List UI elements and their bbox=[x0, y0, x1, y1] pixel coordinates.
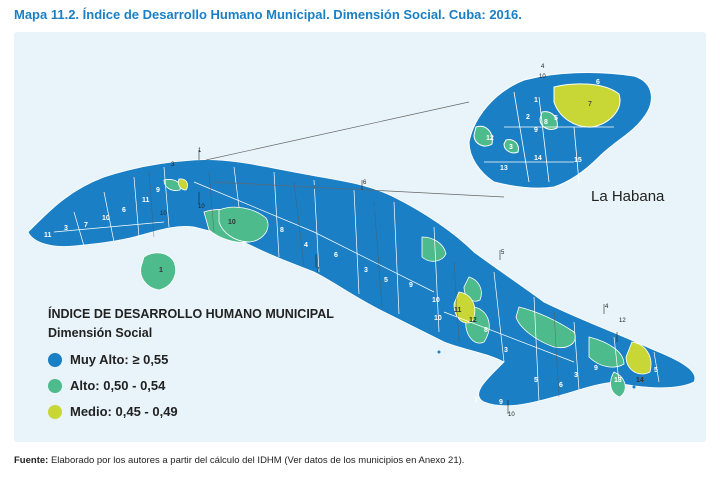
legend-dot-medio bbox=[48, 404, 62, 419]
svg-text:10: 10 bbox=[432, 297, 440, 304]
svg-text:14: 14 bbox=[636, 377, 644, 384]
legend-item-muy-alto: Muy Alto: ≥ 0,55 bbox=[48, 352, 168, 367]
svg-text:5: 5 bbox=[384, 277, 388, 284]
svg-text:13: 13 bbox=[614, 377, 622, 384]
svg-text:6: 6 bbox=[363, 180, 367, 186]
svg-text:12: 12 bbox=[619, 318, 626, 324]
svg-text:4: 4 bbox=[605, 304, 609, 310]
legend-label: Muy Alto: ≥ 0,55 bbox=[70, 352, 169, 367]
region-alto-2 bbox=[421, 236, 447, 262]
svg-text:10: 10 bbox=[508, 412, 515, 418]
source-label: Fuente: bbox=[14, 455, 49, 466]
havana-alto-12 bbox=[473, 125, 493, 147]
svg-text:9: 9 bbox=[534, 127, 538, 134]
svg-text:8: 8 bbox=[280, 227, 284, 234]
svg-text:5: 5 bbox=[554, 115, 558, 122]
cays bbox=[312, 185, 636, 389]
svg-text:9: 9 bbox=[499, 399, 503, 406]
svg-text:3: 3 bbox=[364, 267, 368, 274]
svg-text:15: 15 bbox=[574, 157, 582, 164]
svg-text:7: 7 bbox=[84, 222, 88, 229]
svg-text:11: 11 bbox=[454, 307, 462, 314]
svg-text:8: 8 bbox=[484, 327, 488, 334]
svg-text:10: 10 bbox=[539, 74, 546, 80]
municipality-labels: 11 3 7 10 6 11 9 10 1 8 4 6 3 5 9 10 10 11 12 8 3 5 6 3… bbox=[44, 187, 658, 406]
svg-text:3: 3 bbox=[509, 144, 513, 151]
legend-subtitle: Dimensión Social bbox=[48, 326, 153, 340]
svg-text:1: 1 bbox=[534, 97, 538, 104]
svg-text:10: 10 bbox=[434, 315, 442, 322]
svg-text:3: 3 bbox=[504, 347, 508, 354]
legend-dot-muy-alto bbox=[48, 352, 62, 367]
svg-text:6: 6 bbox=[559, 382, 563, 389]
region-medio-2 bbox=[625, 341, 652, 375]
svg-text:6: 6 bbox=[334, 252, 338, 259]
havana-alto-3 bbox=[503, 139, 519, 154]
svg-text:6: 6 bbox=[122, 207, 126, 214]
svg-text:2: 2 bbox=[526, 114, 530, 121]
svg-text:1: 1 bbox=[159, 267, 163, 274]
region-alto-5 bbox=[515, 306, 576, 349]
svg-text:6: 6 bbox=[596, 79, 600, 86]
region-medio-1 bbox=[453, 291, 476, 324]
map-title: Mapa 11.2. Índice de Desarrollo Humano M… bbox=[14, 7, 522, 22]
svg-text:10: 10 bbox=[160, 211, 167, 217]
svg-text:7: 7 bbox=[474, 397, 478, 404]
svg-text:11: 11 bbox=[44, 232, 52, 239]
svg-text:8: 8 bbox=[544, 119, 548, 126]
legend-title: ÍNDICE DE DESARROLLO HUMANO MUNICIPAL bbox=[48, 307, 334, 321]
region-alto-10 bbox=[218, 206, 269, 243]
legend-item-alto: Alto: 0,50 - 0,54 bbox=[48, 378, 165, 393]
isla-juventud bbox=[140, 252, 176, 291]
havana-medio bbox=[553, 83, 621, 128]
svg-text:7: 7 bbox=[316, 268, 320, 274]
svg-text:13: 13 bbox=[500, 165, 508, 172]
svg-text:10: 10 bbox=[102, 215, 110, 222]
svg-text:11: 11 bbox=[142, 197, 150, 204]
legend-label: Medio: 0,45 - 0,49 bbox=[70, 404, 178, 419]
svg-text:10: 10 bbox=[198, 204, 205, 210]
svg-text:7: 7 bbox=[588, 101, 592, 108]
region-alto-7 bbox=[610, 371, 626, 398]
svg-text:3: 3 bbox=[64, 225, 68, 232]
havana-alto-8 bbox=[539, 111, 558, 130]
svg-text:9: 9 bbox=[156, 187, 160, 194]
svg-text:12: 12 bbox=[469, 317, 477, 324]
legend-label: Alto: 0,50 - 0,54 bbox=[70, 378, 166, 393]
svg-text:9: 9 bbox=[594, 365, 598, 372]
inset-label: La Habana bbox=[591, 188, 665, 205]
inset-connectors bbox=[205, 101, 505, 198]
svg-text:5: 5 bbox=[501, 250, 505, 256]
source-note: Fuente: Elaborado por los autores a part… bbox=[14, 455, 464, 466]
region-alto-6 bbox=[588, 336, 625, 368]
svg-text:9: 9 bbox=[409, 282, 413, 289]
svg-text:3: 3 bbox=[574, 372, 578, 379]
region-alto-3 bbox=[463, 276, 482, 302]
isla-juventud-shape bbox=[140, 252, 176, 291]
svg-text:4: 4 bbox=[541, 64, 545, 70]
source-text: Elaborado por los autores a partir del c… bbox=[48, 455, 465, 466]
svg-text:4: 4 bbox=[304, 242, 308, 249]
svg-text:10: 10 bbox=[228, 219, 236, 226]
svg-text:12: 12 bbox=[486, 135, 494, 142]
svg-text:5: 5 bbox=[534, 377, 538, 384]
svg-text:14: 14 bbox=[534, 155, 542, 162]
callouts bbox=[198, 150, 618, 414]
svg-text:3: 3 bbox=[171, 162, 175, 168]
svg-text:5: 5 bbox=[654, 367, 658, 374]
svg-text:1: 1 bbox=[198, 148, 202, 154]
legend-dot-alto bbox=[48, 378, 62, 393]
region-medio-3 bbox=[178, 178, 188, 191]
legend-item-medio: Medio: 0,45 - 0,49 bbox=[48, 404, 178, 419]
